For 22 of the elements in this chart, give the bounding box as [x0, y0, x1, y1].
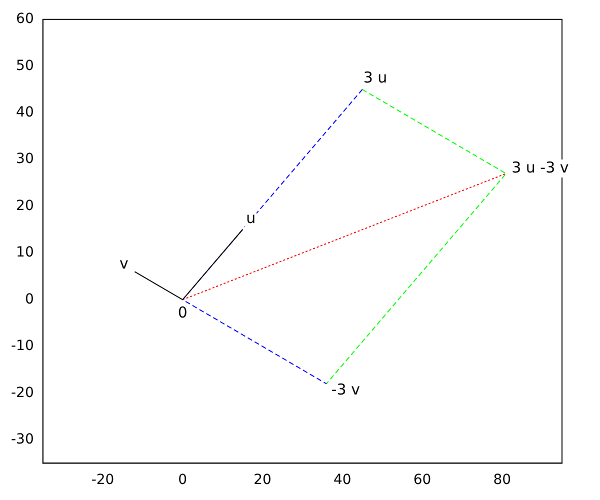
- y-tick-label: 50: [16, 58, 34, 74]
- annotation: 3 u: [363, 68, 388, 87]
- annotation: v: [120, 254, 129, 272]
- y-tick-label: 10: [16, 244, 34, 261]
- y-tick-label: -20: [10, 384, 34, 401]
- y-tick-label: 60: [16, 11, 34, 28]
- y-tick-label: -10: [10, 338, 34, 354]
- annotation: u: [246, 208, 256, 227]
- annotation: 0: [178, 304, 188, 322]
- x-tick-label: 40: [333, 472, 352, 488]
- y-tick-label: 40: [16, 104, 34, 120]
- x-tick-label: 80: [493, 472, 512, 488]
- y-tick-label: 20: [16, 198, 34, 214]
- y-tick-label: 0: [24, 291, 34, 308]
- annotation: 3 u -3 v: [512, 158, 569, 176]
- x-tick-label: 0: [178, 472, 188, 488]
- x-tick-label: 60: [413, 472, 432, 488]
- x-tick-label: 20: [254, 472, 272, 488]
- annotation: -3 v: [331, 380, 360, 399]
- y-tick-label: 30: [16, 151, 34, 168]
- x-tick-label: -20: [91, 472, 114, 488]
- y-tick-label: -30: [10, 431, 34, 448]
